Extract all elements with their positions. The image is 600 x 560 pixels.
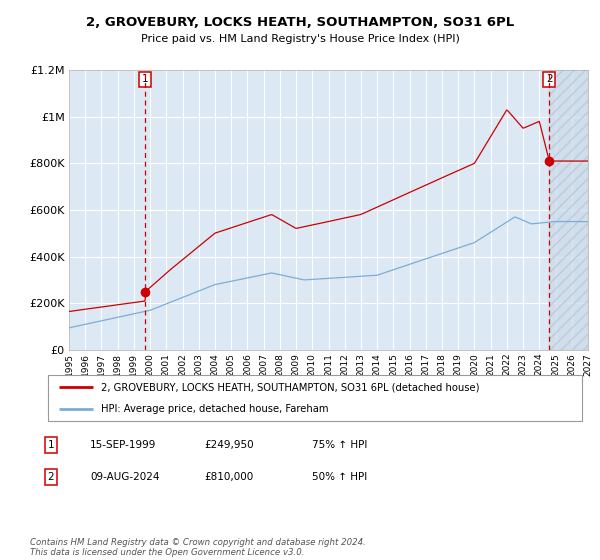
Text: 2: 2 <box>47 472 55 482</box>
Text: 1: 1 <box>47 440 55 450</box>
Bar <box>549 70 588 350</box>
Text: Price paid vs. HM Land Registry's House Price Index (HPI): Price paid vs. HM Land Registry's House … <box>140 34 460 44</box>
Text: 1: 1 <box>142 74 149 84</box>
Text: Contains HM Land Registry data © Crown copyright and database right 2024.
This d: Contains HM Land Registry data © Crown c… <box>30 538 366 557</box>
Text: 2, GROVEBURY, LOCKS HEATH, SOUTHAMPTON, SO31 6PL (detached house): 2, GROVEBURY, LOCKS HEATH, SOUTHAMPTON, … <box>101 382 480 392</box>
Text: 75% ↑ HPI: 75% ↑ HPI <box>312 440 367 450</box>
Text: 15-SEP-1999: 15-SEP-1999 <box>90 440 157 450</box>
Text: 09-AUG-2024: 09-AUG-2024 <box>90 472 160 482</box>
Text: 2: 2 <box>546 74 553 84</box>
Text: 50% ↑ HPI: 50% ↑ HPI <box>312 472 367 482</box>
FancyBboxPatch shape <box>48 375 582 421</box>
Text: £249,950: £249,950 <box>204 440 254 450</box>
Text: HPI: Average price, detached house, Fareham: HPI: Average price, detached house, Fare… <box>101 404 329 414</box>
Text: 2, GROVEBURY, LOCKS HEATH, SOUTHAMPTON, SO31 6PL: 2, GROVEBURY, LOCKS HEATH, SOUTHAMPTON, … <box>86 16 514 29</box>
Text: £810,000: £810,000 <box>204 472 253 482</box>
